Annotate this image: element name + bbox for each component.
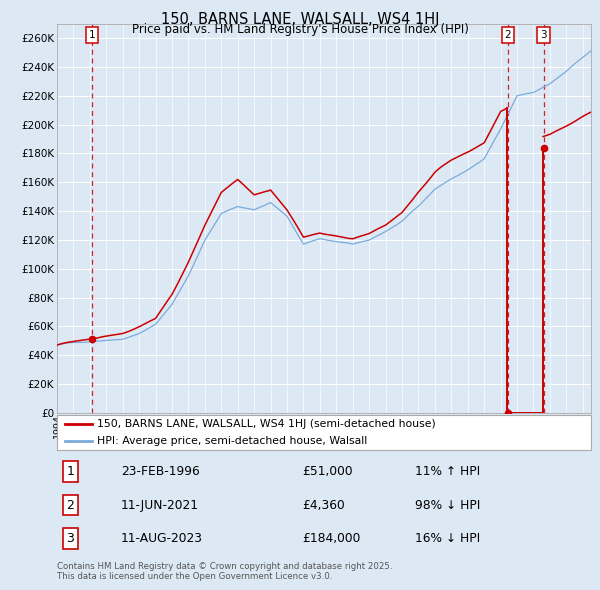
Text: 1: 1 [89, 30, 95, 40]
Text: Price paid vs. HM Land Registry's House Price Index (HPI): Price paid vs. HM Land Registry's House … [131, 23, 469, 36]
Text: 11-AUG-2023: 11-AUG-2023 [121, 532, 203, 545]
Text: 150, BARNS LANE, WALSALL, WS4 1HJ (semi-detached house): 150, BARNS LANE, WALSALL, WS4 1HJ (semi-… [97, 419, 436, 429]
Text: 3: 3 [67, 532, 74, 545]
Text: 1: 1 [67, 465, 74, 478]
Text: £184,000: £184,000 [302, 532, 361, 545]
Text: £51,000: £51,000 [302, 465, 353, 478]
Text: £4,360: £4,360 [302, 499, 346, 512]
Text: 2: 2 [67, 499, 74, 512]
Text: 16% ↓ HPI: 16% ↓ HPI [415, 532, 480, 545]
Text: Contains HM Land Registry data © Crown copyright and database right 2025.
This d: Contains HM Land Registry data © Crown c… [57, 562, 392, 581]
Text: 150, BARNS LANE, WALSALL, WS4 1HJ: 150, BARNS LANE, WALSALL, WS4 1HJ [161, 12, 439, 27]
Text: 98% ↓ HPI: 98% ↓ HPI [415, 499, 480, 512]
Text: 11-JUN-2021: 11-JUN-2021 [121, 499, 199, 512]
Text: 3: 3 [540, 30, 547, 40]
Text: 11% ↑ HPI: 11% ↑ HPI [415, 465, 480, 478]
Text: HPI: Average price, semi-detached house, Walsall: HPI: Average price, semi-detached house,… [97, 436, 367, 446]
Text: 2: 2 [505, 30, 511, 40]
Text: 23-FEB-1996: 23-FEB-1996 [121, 465, 200, 478]
